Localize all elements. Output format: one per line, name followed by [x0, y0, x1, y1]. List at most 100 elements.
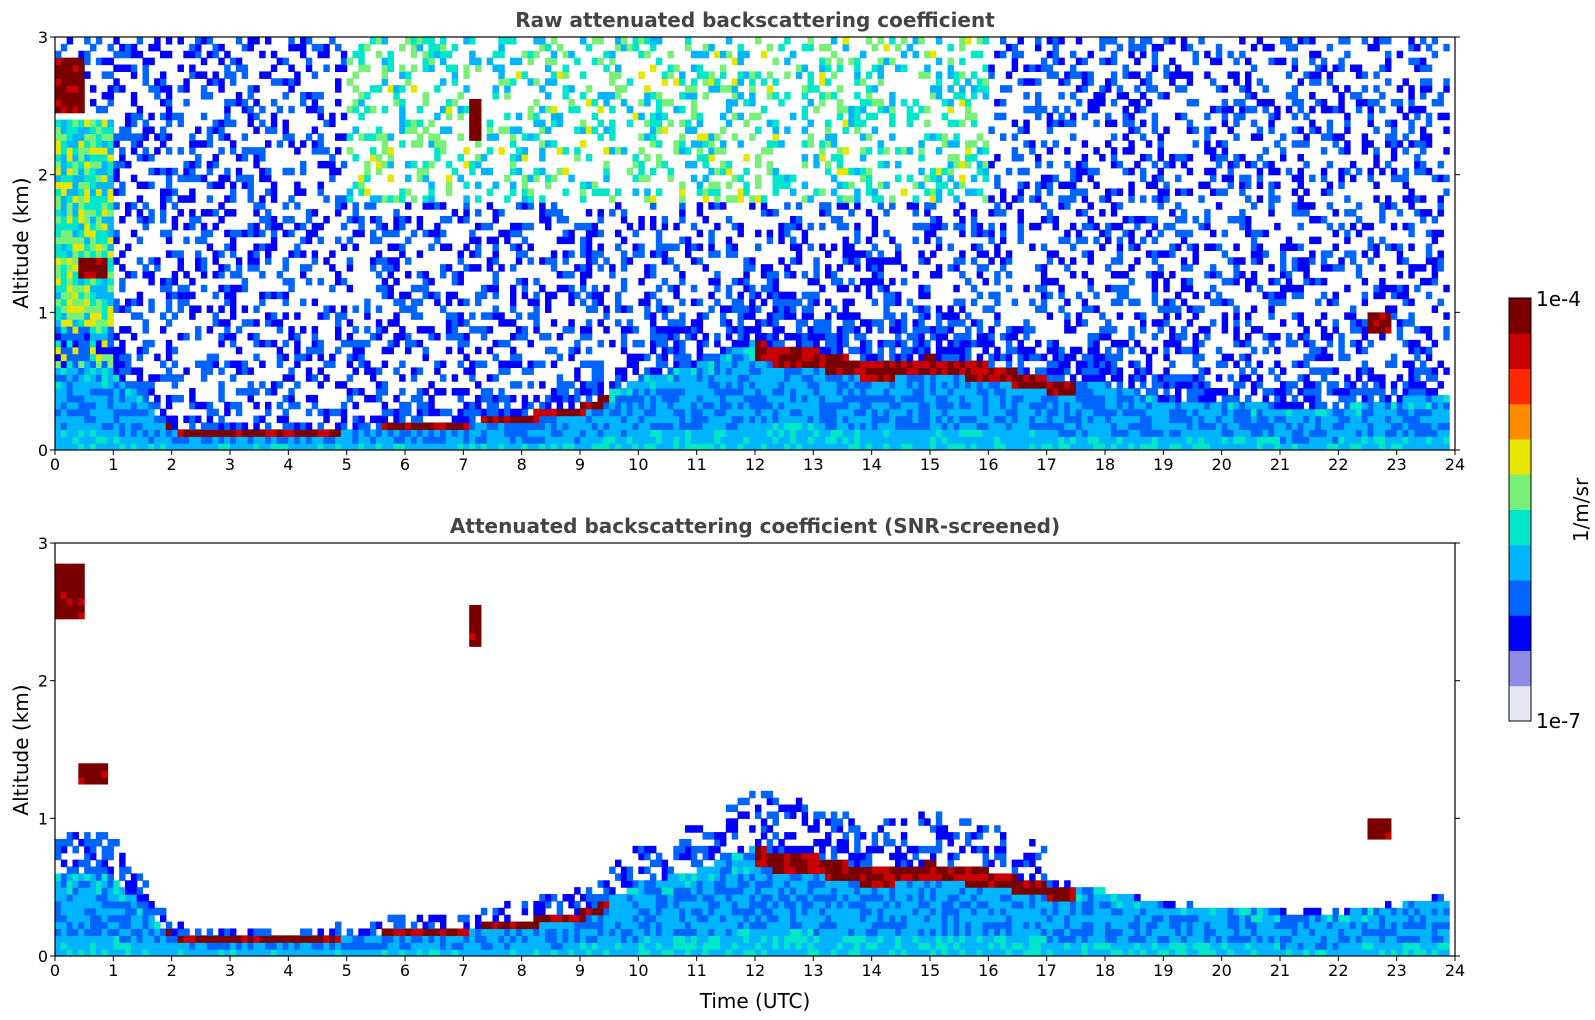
heatmap-cell [294, 401, 301, 410]
heatmap-cell [755, 388, 762, 396]
heatmap-cell [848, 243, 855, 251]
heatmap-cell [790, 408, 797, 417]
heatmap-cell [107, 174, 114, 183]
heatmap-cell [970, 243, 978, 251]
heatmap-cell [101, 140, 109, 148]
heatmap-cell [1017, 50, 1024, 59]
heatmap-cell [288, 37, 295, 45]
heatmap-cell [889, 415, 896, 424]
heatmap-cell [539, 195, 546, 203]
heatmap-cell [335, 236, 342, 245]
heatmap-cell [510, 140, 517, 148]
heatmap-cell [655, 126, 663, 134]
heatmap-cell [935, 236, 943, 245]
heatmap-cell [760, 408, 768, 417]
heatmap-cell [165, 415, 173, 424]
heatmap-cell [66, 78, 74, 86]
heatmap-cell [428, 429, 435, 437]
heatmap-cell [720, 415, 727, 424]
heatmap-cell [708, 71, 715, 79]
heatmap-cell [60, 284, 68, 293]
heatmap-cell [918, 71, 925, 79]
heatmap-cell [644, 367, 651, 375]
heatmap-cell [160, 215, 167, 224]
heatmap-cell [60, 147, 68, 155]
heatmap-cell [364, 105, 371, 114]
heatmap-cell [673, 415, 680, 424]
heatmap-cell [696, 71, 704, 79]
heatmap-cell [183, 98, 190, 107]
heatmap-cell [947, 422, 954, 430]
heatmap-cell [171, 381, 179, 389]
heatmap-cell [72, 195, 79, 203]
heatmap-cell [585, 408, 593, 417]
heatmap-cell [731, 415, 739, 424]
heatmap-cell [84, 291, 91, 300]
heatmap-cell [965, 160, 972, 169]
heatmap-cell [224, 133, 231, 141]
heatmap-cell [475, 105, 482, 114]
heatmap-cell [1011, 326, 1019, 334]
heatmap-cell [142, 181, 149, 190]
heatmap-cell [90, 133, 97, 141]
heatmap-cell [1011, 195, 1019, 203]
heatmap-cell [311, 147, 319, 155]
heatmap-cell [644, 374, 651, 382]
heatmap-cell [807, 367, 814, 375]
heatmap-cell [807, 332, 814, 341]
heatmap-cell [527, 415, 534, 424]
heatmap-cell [679, 374, 686, 382]
heatmap-cell [708, 202, 715, 210]
heatmap-cell [679, 326, 686, 334]
heatmap-cell [720, 167, 727, 176]
heatmap-cell [807, 408, 814, 417]
heatmap-cell [125, 243, 132, 251]
heatmap-cell [416, 394, 424, 403]
heatmap-cell [90, 167, 97, 176]
heatmap-cell [90, 236, 97, 245]
heatmap-cell [160, 167, 167, 176]
heatmap-cell [55, 443, 62, 450]
heatmap-cell [877, 401, 884, 410]
heatmap-cell [177, 429, 184, 437]
heatmap-cell [212, 181, 219, 190]
heatmap-cell [994, 271, 1001, 279]
heatmap-cell [988, 257, 995, 265]
heatmap-cell [784, 353, 791, 362]
heatmap-cell [638, 388, 645, 396]
heatmap-cell [265, 209, 272, 217]
heatmap-cell [90, 174, 97, 183]
heatmap-cell [457, 408, 464, 417]
heatmap-cell [521, 415, 529, 424]
heatmap-cell [860, 98, 867, 107]
heatmap-cell [807, 85, 814, 93]
heatmap-cell [515, 360, 523, 368]
heatmap-cell [78, 305, 85, 313]
heatmap-cell [854, 71, 861, 79]
heatmap-cell [60, 222, 68, 231]
heatmap-cell [865, 284, 873, 293]
heatmap-cell [813, 154, 820, 162]
heatmap-cell [265, 388, 272, 396]
heatmap-cell [585, 209, 593, 217]
heatmap-cell [55, 188, 62, 196]
heatmap-cell [416, 105, 424, 114]
heatmap-cell [650, 119, 657, 128]
heatmap-cell [445, 243, 453, 251]
heatmap-cell [492, 415, 499, 424]
heatmap-cell [790, 422, 797, 430]
heatmap-cell [801, 160, 809, 169]
heatmap-cell [655, 37, 663, 45]
heatmap-cell [690, 140, 698, 148]
heatmap-cell [510, 264, 517, 272]
heatmap-cell [545, 401, 552, 410]
heatmap-cell [778, 181, 785, 190]
heatmap-cell [935, 37, 943, 45]
heatmap-cell [1023, 388, 1030, 396]
heatmap-cell [457, 271, 464, 279]
heatmap-cell [498, 78, 505, 86]
heatmap-cell [370, 415, 377, 424]
heatmap-cell [200, 222, 208, 231]
heatmap-cell [247, 250, 254, 258]
heatmap-cell [982, 229, 989, 238]
